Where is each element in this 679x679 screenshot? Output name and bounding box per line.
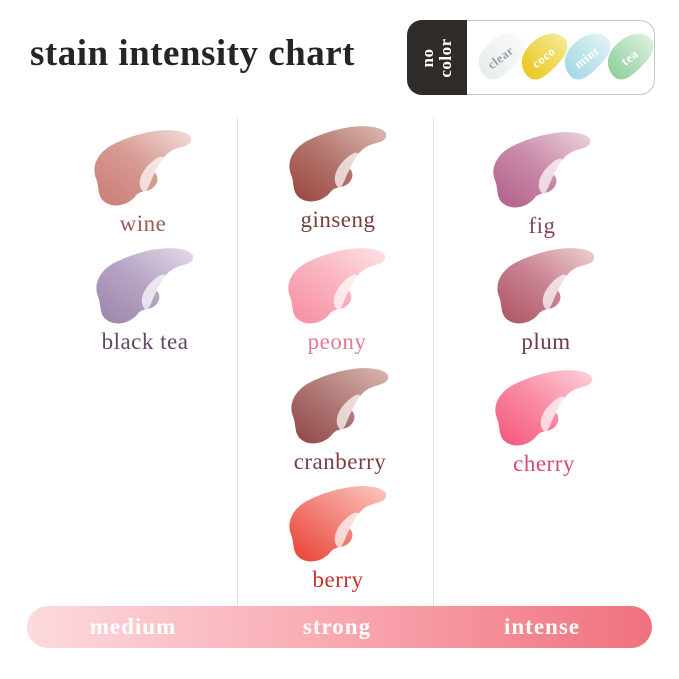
no-color-badge: no color clear coco mint tea bbox=[407, 20, 655, 95]
no-color-tab-label: no color bbox=[418, 37, 455, 78]
no-color-tab: no color bbox=[407, 20, 467, 95]
swatch-item-plum: plum bbox=[482, 242, 610, 355]
swatch-item-peony: peony bbox=[273, 242, 401, 355]
mini-swatch-tea: tea bbox=[606, 27, 654, 89]
intensity-level-strong: strong bbox=[302, 614, 372, 639]
swatch-label: plum bbox=[521, 329, 571, 354]
lip-swatch-graphic bbox=[291, 368, 389, 444]
swatch-label: cranberry bbox=[293, 449, 387, 474]
column-divider bbox=[237, 118, 238, 607]
swatch-label: wine bbox=[119, 211, 167, 236]
lip-swatch-graphic bbox=[96, 248, 194, 324]
swatch-label: peony bbox=[307, 329, 367, 354]
lip-swatch-graphic bbox=[497, 248, 595, 324]
lip-swatch-graphic bbox=[495, 370, 593, 446]
lip-swatch-graphic bbox=[288, 248, 386, 324]
swatch-item-wine: wine bbox=[79, 124, 207, 237]
intensity-level-medium: medium bbox=[89, 614, 177, 639]
swatch-item-cherry: cherry bbox=[480, 364, 608, 477]
swatch-item-black-tea: black tea bbox=[81, 242, 209, 355]
no-color-line1: no bbox=[418, 48, 438, 67]
swatch-label: ginseng bbox=[300, 207, 376, 232]
lip-swatch-graphic bbox=[493, 132, 591, 208]
no-color-swatch-strip: clear coco mint tea bbox=[467, 20, 655, 95]
intensity-bar: medium strong intense bbox=[27, 606, 652, 648]
page-title: stain intensity chart bbox=[30, 33, 355, 74]
swatch-label: berry bbox=[312, 567, 364, 592]
swatch-item-fig: fig bbox=[478, 126, 606, 239]
swatch-label: fig bbox=[528, 213, 556, 238]
swatch-item-berry: berry bbox=[274, 480, 402, 593]
column-divider bbox=[433, 118, 434, 607]
lip-swatch-graphic bbox=[289, 486, 387, 562]
swatch-label: cherry bbox=[513, 451, 575, 476]
lip-swatch-graphic bbox=[289, 126, 387, 202]
swatch-item-ginseng: ginseng bbox=[274, 120, 402, 233]
no-color-line2: color bbox=[436, 37, 455, 78]
swatch-item-cranberry: cranberry bbox=[276, 362, 404, 475]
intensity-level-intense: intense bbox=[504, 614, 580, 639]
lip-swatch-graphic bbox=[94, 130, 192, 206]
swatch-label: black tea bbox=[101, 329, 189, 354]
